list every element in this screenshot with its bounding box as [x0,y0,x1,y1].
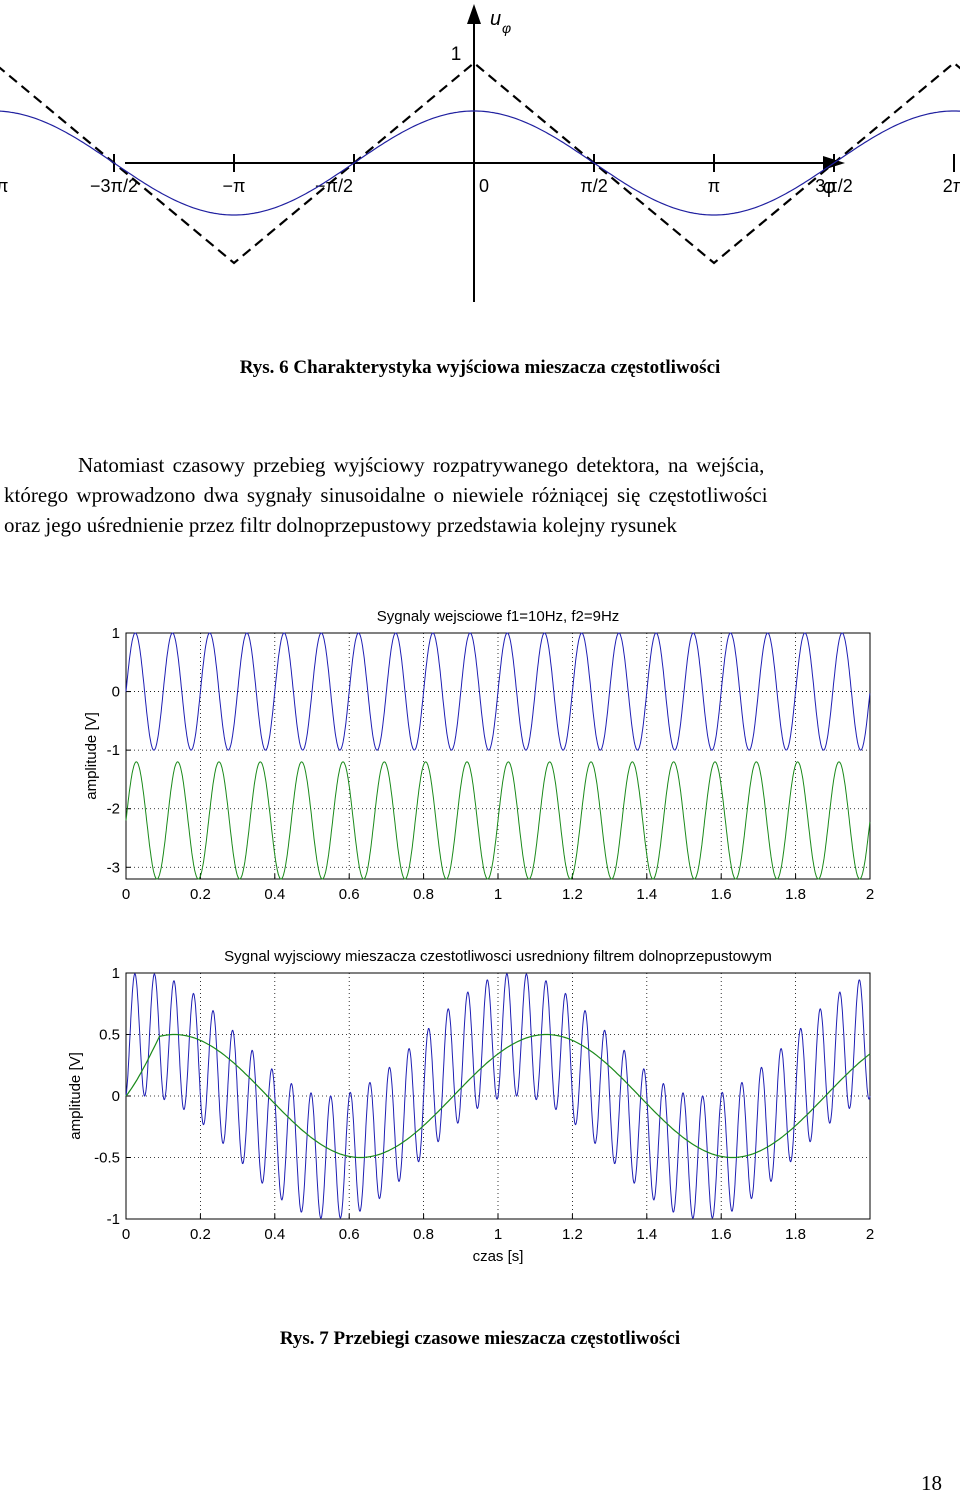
plot-title: Sygnaly wejsciowe f1=10Hz, f2=9Hz [377,608,620,625]
mixer-output-plot: 0 0.2 0.4 0.6 0.8 1 1.2 1.4 1.6 1.8 2 1 0.5 0 -0.5 -1 Sy… [67,948,874,1265]
y-tick-label: 1 [112,965,120,982]
y-tick-label: -0.5 [94,1150,120,1167]
u-axis-label: u [490,8,501,30]
phi-tick-label: π [708,176,720,196]
x-tick-label: 1.4 [636,886,657,903]
body-paragraph: Natomiast czasowy przebieg wyjściowy roz… [0,450,960,540]
x-axis-label: czas [s] [473,1248,524,1265]
phi-tick-label: −3π/2 [90,176,138,196]
x-tick-label: 0.6 [339,886,360,903]
x-tick-label: 0.8 [413,886,434,903]
phi-tick-label: −2π [0,176,8,196]
u-tick-label: 1 [451,44,462,65]
y-tick-label: -1 [107,1211,120,1228]
x-tick-label: 1.4 [636,1226,657,1243]
x-tick-label: 0.6 [339,1226,360,1243]
x-tick-label: 0.2 [190,886,211,903]
phi-tick-label: −π [223,176,246,196]
cosine-characteristic [0,110,960,216]
y-tick-label: 1 [112,625,120,642]
phi-tick-label: 2π [943,176,960,196]
x-tick-label: 1.8 [785,1226,806,1243]
x-tick-label: 1.6 [711,886,732,903]
phi-axis-label: φ [823,176,836,198]
y-tick-label: -3 [107,859,120,876]
x-tick-label: 0.8 [413,1226,434,1243]
figure7-caption: Rys. 7 Przebiegi czasowe mieszacza częst… [279,1328,681,1349]
y-axis-label: amplitude [V] [83,712,100,800]
x-tick-label: 2 [866,886,874,903]
x-tick-label: 2 [866,1226,874,1243]
phi-tick-label: π/2 [580,176,607,196]
x-tick-label: 1.8 [785,886,806,903]
x-tick-label: 0 [122,886,130,903]
y-axis-label: amplitude [V] [67,1052,84,1140]
filtered-output-line [125,1033,871,1159]
y-tick-label: -2 [107,801,120,818]
signal-10hz-line [125,632,871,751]
u-axis-label-sub: φ [502,20,511,36]
x-tick-label: 1.2 [562,886,583,903]
triangle-characteristic [0,61,960,265]
mixer-output-line [125,972,871,1220]
input-signals-plot: 0 0.2 0.4 0.6 0.8 1 1.2 1.4 1.6 1.8 2 1 0 -1 -2 -3 Sygna… [83,608,874,903]
x-tick-label: 0.4 [264,1226,285,1243]
y-tick-label: 0 [112,1088,120,1105]
page-number: 18 [921,1471,942,1495]
x-tick-label: 0 [122,1226,130,1243]
y-tick-label: 0 [112,684,120,701]
phi-tick-label: 3π/2 [815,176,852,196]
x-tick-label: 1 [494,886,502,903]
x-tick-label: 0.4 [264,886,285,903]
x-tick-label: 0.2 [190,1226,211,1243]
x-tick-label: 1.6 [711,1226,732,1243]
paragraph-line-1: Natomiast czasowy przebieg wyjściowy roz… [78,453,765,477]
x-tick-label: 1.2 [562,1226,583,1243]
u-axis-arrow [467,4,481,24]
y-tick-label: 0.5 [99,1027,120,1044]
paragraph-line-3: oraz jego uśrednienie przez filtr dolnop… [4,513,677,537]
x-tick-label: 1 [494,1226,502,1243]
y-tick-label: -1 [107,742,120,759]
phi-tick-label: −π/2 [315,176,353,196]
signal-9hz-line [125,761,871,880]
plot-title: Sygnal wyjsciowy mieszacza czestotliwosc… [224,948,772,965]
paragraph-line-2: którego wprowadzono dwa sygnały sinusoid… [4,483,768,507]
figure6-caption: Rys. 6 Charakterystyka wyjściowa mieszac… [239,357,721,378]
phi-tick-label: 0 [479,176,489,196]
